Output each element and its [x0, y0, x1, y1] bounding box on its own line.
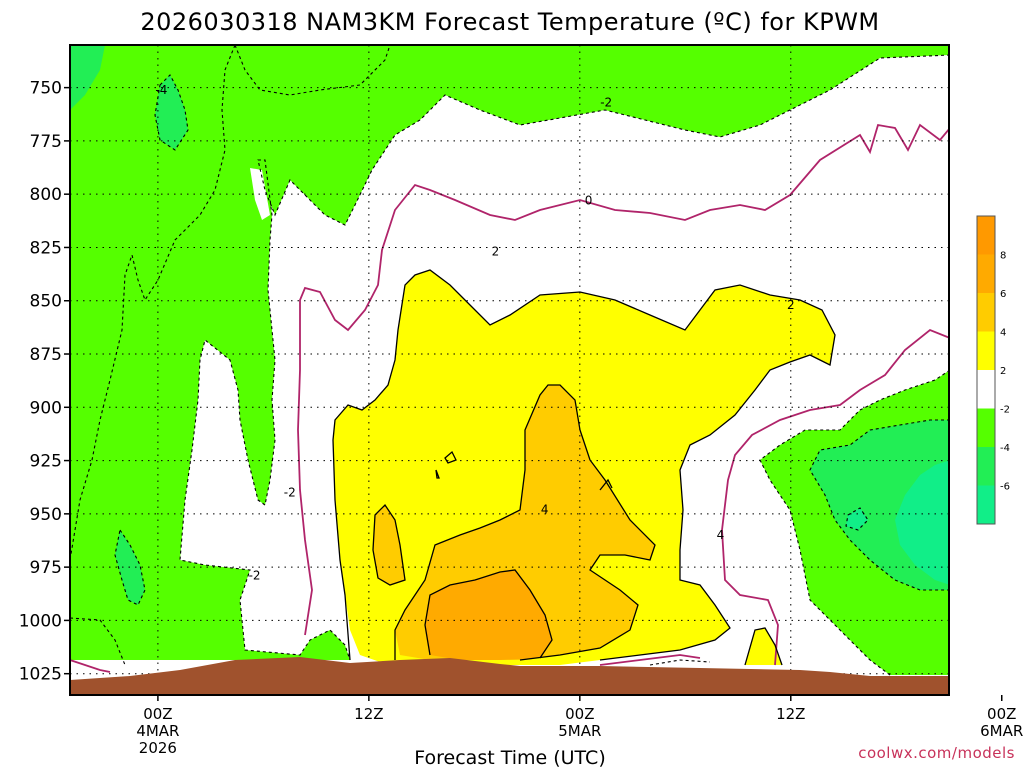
y-tick-label: 1000	[19, 611, 62, 631]
x-tick-label: 12Z	[776, 705, 805, 723]
contour-wiggle	[599, 478, 613, 491]
contour-neg-bottom	[649, 659, 711, 666]
contour-neg4-upper	[234, 45, 391, 96]
contour-small-loop	[444, 450, 457, 464]
x-tick-label: 12Z	[354, 705, 383, 723]
coldest-pocket-right	[895, 460, 949, 585]
plot-frame	[69, 44, 950, 696]
y-tick-label: 1025	[19, 665, 62, 685]
contour-neg4-pocket	[154, 74, 189, 151]
y-tick-label: 850	[30, 292, 62, 312]
colorbar-tick-label: 6	[1000, 289, 1006, 300]
colder-pocket-upper-left	[70, 45, 105, 110]
zero-contour-right	[721, 328, 949, 666]
contour-6	[424, 569, 553, 659]
colorbar-swatch	[977, 331, 995, 370]
y-tick-label: 800	[30, 185, 62, 205]
contour-neg-lower-left	[70, 617, 126, 666]
colorbar-swatch	[977, 447, 995, 486]
contour-label: 0	[585, 194, 593, 208]
y-tick-label: 875	[30, 345, 62, 365]
contour-label: -4	[155, 83, 167, 97]
contour-label: 4	[541, 503, 549, 517]
warm-pocket-lower-right	[745, 628, 782, 665]
y-tick-label: 950	[30, 505, 62, 525]
colorbar-tick-label: 4	[1000, 328, 1006, 339]
colder-pocket-upper	[155, 75, 188, 150]
x-tick-label: 4MAR	[136, 722, 179, 740]
zero-contour-lower	[70, 659, 111, 673]
y-tick-label: 775	[30, 132, 62, 152]
y-tick-label: 925	[30, 452, 62, 472]
ground-surface	[70, 657, 949, 695]
negative-contours	[70, 45, 949, 676]
colorbar-swatch	[977, 370, 995, 409]
contour-small-loop-2	[435, 469, 440, 479]
y-tick-label: 900	[30, 398, 62, 418]
x-tick-label: 5MAR	[558, 722, 601, 740]
colorbar-swatch	[977, 216, 995, 255]
zero-contour-bottom	[599, 654, 701, 666]
y-tick-label: 750	[30, 79, 62, 99]
colorbar-tick-label: -4	[1000, 443, 1010, 454]
chart-title: 2026030318 NAM3KM Forecast Temperature (…	[140, 8, 879, 36]
y-tick-label: 825	[30, 238, 62, 258]
colorbar-swatch	[977, 254, 995, 293]
warm-contours	[332, 269, 836, 666]
contour-neg2-upper	[179, 54, 949, 661]
warmer-pocket-left	[373, 505, 405, 585]
colorbar-swatch	[977, 293, 995, 332]
contour-neg4-right	[809, 419, 949, 591]
x-tick-label: 00Z	[565, 705, 594, 723]
colorbar-tick-label: -2	[1000, 405, 1010, 416]
contour-4-left	[372, 503, 406, 586]
contour-label: 2	[787, 298, 795, 312]
warmest-region	[425, 570, 552, 660]
colorbar-tick-label: 2	[1000, 366, 1006, 377]
contour-right-pocket	[744, 627, 783, 666]
colorbar: 8 6 4 2 -2 -4 -6	[976, 215, 1010, 525]
colorbar-frame	[976, 215, 996, 525]
y-axis: 750 775 800 825 850 875 900 925 950 975 1000 1025	[19, 79, 70, 685]
contour-neg4-left	[70, 45, 236, 561]
colorbar-tick-label: -6	[1000, 482, 1010, 493]
contour-neg6-islet	[845, 507, 869, 531]
colorbar-swatch	[977, 408, 995, 447]
contour-label: -2	[249, 569, 261, 583]
credit-text: coolwx.com/models	[858, 744, 1015, 762]
x-axis-label: Forecast Time (UTC)	[414, 747, 605, 768]
grid	[70, 45, 949, 695]
contour-labels: -4 -2 0 2 2 -2 -2 4 4	[155, 83, 795, 583]
coldest-islet	[846, 508, 868, 530]
contour-label: 4	[717, 528, 725, 542]
zero-contour-upper	[297, 123, 949, 636]
x-tick-label: 00Z	[143, 705, 172, 723]
colorbar-swatch	[977, 485, 995, 524]
contour-4	[394, 384, 656, 661]
contour-label: -2	[600, 96, 612, 110]
zero-contours	[70, 123, 949, 673]
x-tick-label: 00Z	[987, 705, 1016, 723]
plot-area	[70, 45, 949, 695]
x-tick-label: 6MAR	[980, 722, 1023, 740]
colorbar-tick-label: 8	[1000, 251, 1006, 262]
contour-neg4-lower	[114, 528, 146, 606]
x-tick-label: 2026	[139, 739, 177, 757]
y-tick-label: 975	[30, 558, 62, 578]
contour-2	[332, 269, 836, 661]
contour-label: -2	[284, 486, 296, 500]
contour-label: 2	[492, 245, 500, 259]
